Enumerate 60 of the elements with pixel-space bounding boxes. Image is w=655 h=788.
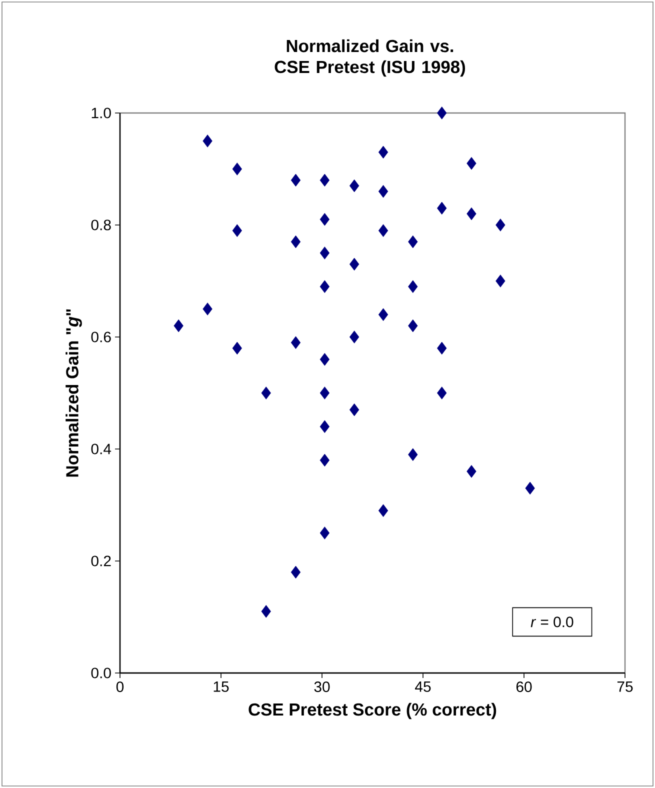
point [437, 386, 447, 400]
point [437, 342, 447, 355]
point [378, 224, 388, 237]
point [320, 280, 330, 293]
point [290, 235, 301, 248]
point [202, 302, 212, 316]
point [320, 353, 330, 366]
point [349, 258, 360, 271]
point [378, 146, 388, 159]
point [378, 185, 388, 198]
point [320, 213, 330, 226]
point [261, 605, 271, 618]
point [290, 174, 301, 187]
point [525, 482, 535, 495]
point [232, 162, 242, 176]
y-tick-label: 0.6 [91, 332, 111, 342]
x-tick-label: 15 [214, 681, 229, 692]
y-axis-title: Normalized Gain "g" [66, 309, 82, 477]
x-tick-label: 45 [415, 681, 431, 692]
point [261, 386, 271, 400]
y-tick-label: 0.8 [91, 220, 111, 230]
point [320, 454, 330, 467]
point [408, 448, 418, 461]
point [466, 465, 476, 478]
point [320, 246, 330, 260]
annotation: r = 0.0 [530, 616, 574, 628]
point [202, 134, 212, 148]
point [349, 403, 360, 416]
point [378, 308, 388, 321]
point [466, 207, 476, 220]
point [320, 174, 330, 187]
point [408, 319, 418, 332]
y-tick-label: 0.4 [91, 444, 112, 454]
point [290, 336, 301, 349]
point [466, 157, 476, 170]
point [320, 386, 330, 400]
point [349, 330, 360, 344]
x-tick-label: 60 [516, 681, 532, 692]
point [408, 235, 418, 248]
point [290, 566, 301, 579]
point [320, 526, 330, 540]
y-tick-label: 0.0 [91, 668, 111, 678]
point [496, 218, 506, 232]
chart-title: Normalized Gain vs. CSE Pretest (ISU 1998) [274, 39, 466, 77]
point [437, 202, 447, 215]
point [496, 274, 506, 288]
point [232, 342, 242, 355]
x-tick-label: 75 [617, 681, 633, 692]
point [174, 319, 184, 332]
x-tick-label: 30 [314, 681, 330, 692]
point [437, 106, 447, 120]
point [349, 179, 360, 192]
x-axis-title: CSE Pretest Score (% correct) [248, 702, 496, 720]
point [320, 420, 330, 433]
y-tick-label: 1.0 [92, 108, 111, 118]
point [232, 224, 242, 237]
y-tick-label: 0.2 [91, 556, 111, 566]
point [408, 280, 418, 293]
x-tick-label: 0 [116, 681, 124, 692]
point [378, 504, 388, 517]
